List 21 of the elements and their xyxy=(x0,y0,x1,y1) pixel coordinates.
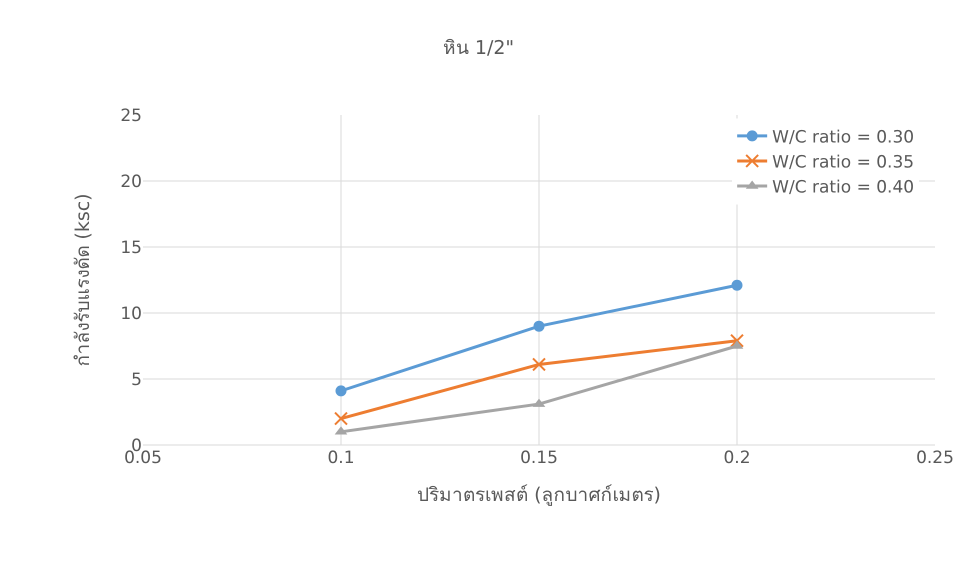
point xyxy=(534,320,544,332)
y-axis-title: กำลังรับแรงดัด (ksc) xyxy=(72,193,94,367)
y-tick-label: 10 xyxy=(120,304,142,324)
legend-label: W/C ratio = 0.35 xyxy=(772,152,914,173)
y-tick-label: 5 xyxy=(131,370,142,390)
point xyxy=(730,334,744,348)
x-axis-title: ปริมาตรเพสต์ (ลูกบาศก์เมตร) xyxy=(417,484,661,506)
x-tick-label: 0.25 xyxy=(916,448,954,468)
y-tick-label: 15 xyxy=(120,238,142,258)
chart-title: หิน 1/2" xyxy=(442,36,514,59)
point xyxy=(334,412,348,426)
point xyxy=(532,357,546,372)
legend-label: W/C ratio = 0.40 xyxy=(772,178,914,198)
x-tick-label: 0.1 xyxy=(327,448,355,468)
x-tick-label: 0.2 xyxy=(723,448,751,468)
point xyxy=(732,280,742,291)
y-tick-label: 20 xyxy=(120,172,142,192)
y-tick-label: 25 xyxy=(120,106,142,126)
x-tick-label: 0.15 xyxy=(520,448,558,468)
legend-label: W/C ratio = 0.30 xyxy=(772,127,914,148)
point xyxy=(336,385,346,396)
